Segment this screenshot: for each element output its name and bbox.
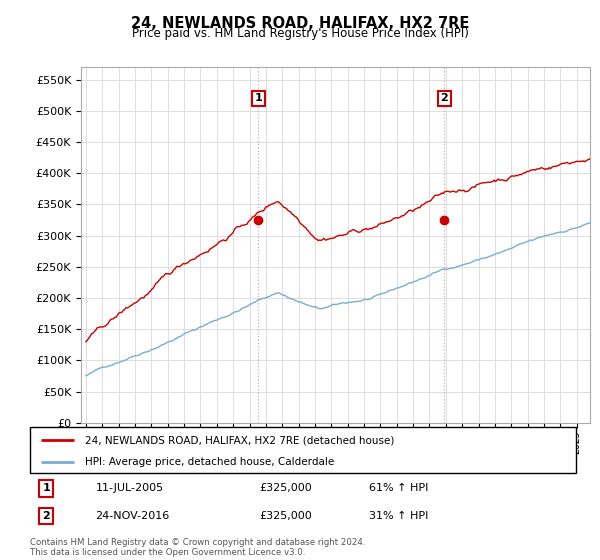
- Text: Contains HM Land Registry data © Crown copyright and database right 2024.
This d: Contains HM Land Registry data © Crown c…: [30, 538, 365, 557]
- Text: 24, NEWLANDS ROAD, HALIFAX, HX2 7RE (detached house): 24, NEWLANDS ROAD, HALIFAX, HX2 7RE (det…: [85, 435, 394, 445]
- Text: 31% ↑ HPI: 31% ↑ HPI: [368, 511, 428, 521]
- Text: 24, NEWLANDS ROAD, HALIFAX, HX2 7RE: 24, NEWLANDS ROAD, HALIFAX, HX2 7RE: [131, 16, 469, 31]
- Text: 61% ↑ HPI: 61% ↑ HPI: [368, 483, 428, 493]
- Text: HPI: Average price, detached house, Calderdale: HPI: Average price, detached house, Cald…: [85, 457, 334, 467]
- Text: 2: 2: [440, 94, 448, 104]
- Text: 2: 2: [43, 511, 50, 521]
- Text: 11-JUL-2005: 11-JUL-2005: [95, 483, 164, 493]
- Text: 24-NOV-2016: 24-NOV-2016: [95, 511, 170, 521]
- Text: £325,000: £325,000: [259, 511, 312, 521]
- Text: 1: 1: [254, 94, 262, 104]
- Text: 1: 1: [43, 483, 50, 493]
- Text: £325,000: £325,000: [259, 483, 312, 493]
- Text: Price paid vs. HM Land Registry's House Price Index (HPI): Price paid vs. HM Land Registry's House …: [131, 27, 469, 40]
